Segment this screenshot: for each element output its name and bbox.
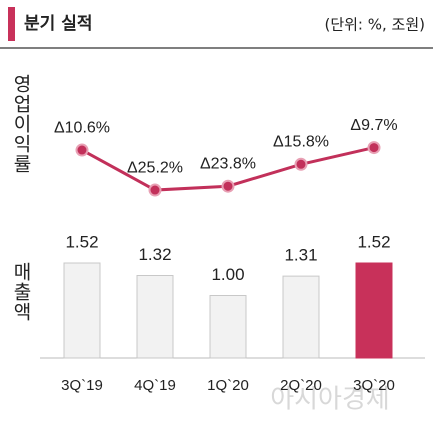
x-tick-label: 2Q`20	[280, 377, 322, 394]
line-value-label: Δ9.7%	[350, 117, 397, 134]
bar-series-label: 매출액	[10, 262, 32, 322]
bar-value-label: 1.52	[357, 232, 390, 251]
bar	[209, 295, 247, 359]
title-accent	[8, 7, 15, 41]
x-tick-label: 1Q`20	[207, 377, 249, 394]
line-series-label: 영업이익률	[10, 74, 32, 174]
bar-value-label: 1.32	[138, 245, 171, 264]
bar	[282, 275, 320, 359]
bar	[136, 275, 174, 359]
x-tick-label: 4Q`19	[134, 377, 176, 394]
chart-title: 분기 실적	[24, 14, 92, 34]
line-marker	[75, 143, 89, 157]
bar	[355, 262, 393, 359]
line-value-label: Δ23.8%	[200, 155, 256, 172]
line-marker	[367, 141, 381, 155]
line-marker	[148, 183, 162, 197]
bar-value-label: 1.52	[65, 232, 98, 251]
x-tick-label: 3Q`19	[61, 377, 103, 394]
line-marker	[221, 179, 235, 193]
bar-value-label: 1.31	[284, 246, 317, 265]
bar	[63, 262, 101, 359]
x-tick-label: 3Q`20	[353, 377, 395, 394]
line-value-label: Δ15.8%	[273, 134, 329, 151]
unit-note: (단위: %, 조원)	[324, 16, 425, 34]
watermark: 아시아경제	[270, 385, 390, 415]
line-value-label: Δ25.2%	[127, 159, 183, 176]
line-marker	[294, 157, 308, 171]
bar-value-label: 1.00	[211, 265, 244, 284]
line-value-label: Δ10.6%	[54, 119, 110, 136]
